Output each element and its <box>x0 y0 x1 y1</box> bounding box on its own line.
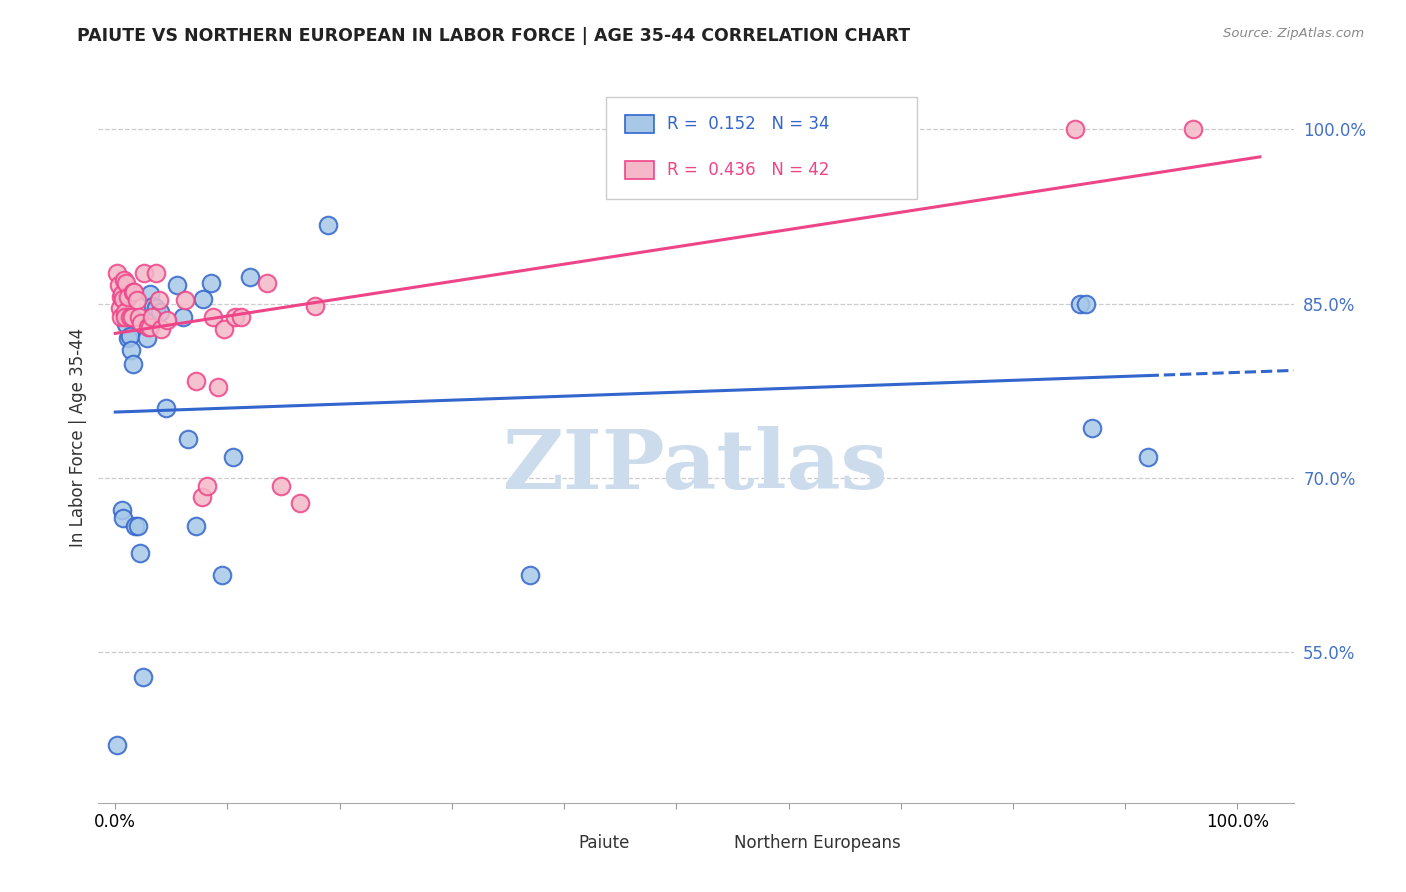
Point <box>156 313 179 327</box>
Point <box>1181 122 1204 136</box>
Point <box>207 380 229 394</box>
Text: Source: ZipAtlas.com: Source: ZipAtlas.com <box>1223 27 1364 40</box>
Point <box>155 401 177 415</box>
Point <box>1074 296 1097 310</box>
Point <box>177 433 200 447</box>
Point <box>110 290 132 304</box>
Point <box>519 568 541 582</box>
FancyBboxPatch shape <box>606 97 917 200</box>
Point <box>112 292 135 306</box>
Point <box>114 304 136 318</box>
Point <box>114 310 136 325</box>
Point <box>142 299 165 313</box>
Point <box>173 293 195 307</box>
Point <box>107 738 129 752</box>
Text: PAIUTE VS NORTHERN EUROPEAN IN LABOR FORCE | AGE 35-44 CORRELATION CHART: PAIUTE VS NORTHERN EUROPEAN IN LABOR FOR… <box>77 27 911 45</box>
Point <box>114 310 136 325</box>
Point <box>139 287 162 301</box>
Point <box>145 301 167 316</box>
Point <box>118 310 141 325</box>
Point <box>212 322 235 336</box>
FancyBboxPatch shape <box>626 115 654 133</box>
FancyBboxPatch shape <box>626 161 654 179</box>
Point <box>108 301 131 316</box>
Point <box>1069 296 1091 310</box>
Point <box>211 568 233 582</box>
Point <box>141 310 163 325</box>
Point <box>107 266 129 280</box>
Point <box>115 318 138 332</box>
Point <box>239 269 262 284</box>
Point <box>112 511 135 525</box>
Point <box>125 293 148 307</box>
Point <box>124 519 146 533</box>
Point <box>117 331 139 345</box>
Point <box>166 277 188 292</box>
Point <box>121 310 143 325</box>
Point <box>111 287 134 301</box>
Point <box>184 375 207 389</box>
FancyBboxPatch shape <box>540 835 568 853</box>
Text: R =  0.152   N = 34: R = 0.152 N = 34 <box>668 115 830 133</box>
Point <box>150 322 173 336</box>
Point <box>1063 122 1085 136</box>
Point <box>172 310 194 325</box>
FancyBboxPatch shape <box>695 835 724 853</box>
Point <box>191 292 214 306</box>
Text: R =  0.436   N = 42: R = 0.436 N = 42 <box>668 161 830 179</box>
Text: Paiute: Paiute <box>579 834 630 852</box>
Point <box>1136 450 1159 464</box>
Y-axis label: In Labor Force | Age 35-44: In Labor Force | Age 35-44 <box>69 327 87 547</box>
Point <box>136 319 159 334</box>
Point <box>112 273 135 287</box>
Point <box>270 479 292 493</box>
Point <box>318 218 340 232</box>
Point <box>129 546 152 560</box>
Point <box>135 331 157 345</box>
Point <box>134 266 156 280</box>
Point <box>222 450 245 464</box>
Point <box>304 299 326 313</box>
Point <box>148 293 170 307</box>
Point <box>149 304 172 318</box>
Point <box>201 310 224 325</box>
Point <box>117 290 139 304</box>
Point <box>129 316 152 330</box>
Point <box>224 310 246 325</box>
Point <box>1080 421 1102 435</box>
Point <box>124 285 146 299</box>
Point <box>111 503 134 517</box>
Point <box>145 266 167 280</box>
Point <box>110 310 132 325</box>
Point <box>132 670 155 684</box>
Text: ZIPatlas: ZIPatlas <box>503 426 889 507</box>
Point <box>200 276 222 290</box>
Point <box>290 496 312 510</box>
Point <box>127 519 149 533</box>
Point <box>115 276 138 290</box>
Text: Northern Europeans: Northern Europeans <box>734 834 901 852</box>
Point <box>118 329 141 343</box>
Point <box>229 310 252 325</box>
Point <box>195 479 218 493</box>
Point <box>120 343 142 357</box>
Point <box>184 519 207 533</box>
Point <box>190 491 212 505</box>
Point <box>128 310 150 325</box>
Point <box>122 285 145 299</box>
Point <box>122 357 145 371</box>
Point <box>107 277 129 292</box>
Point <box>256 276 278 290</box>
Point <box>139 319 162 334</box>
